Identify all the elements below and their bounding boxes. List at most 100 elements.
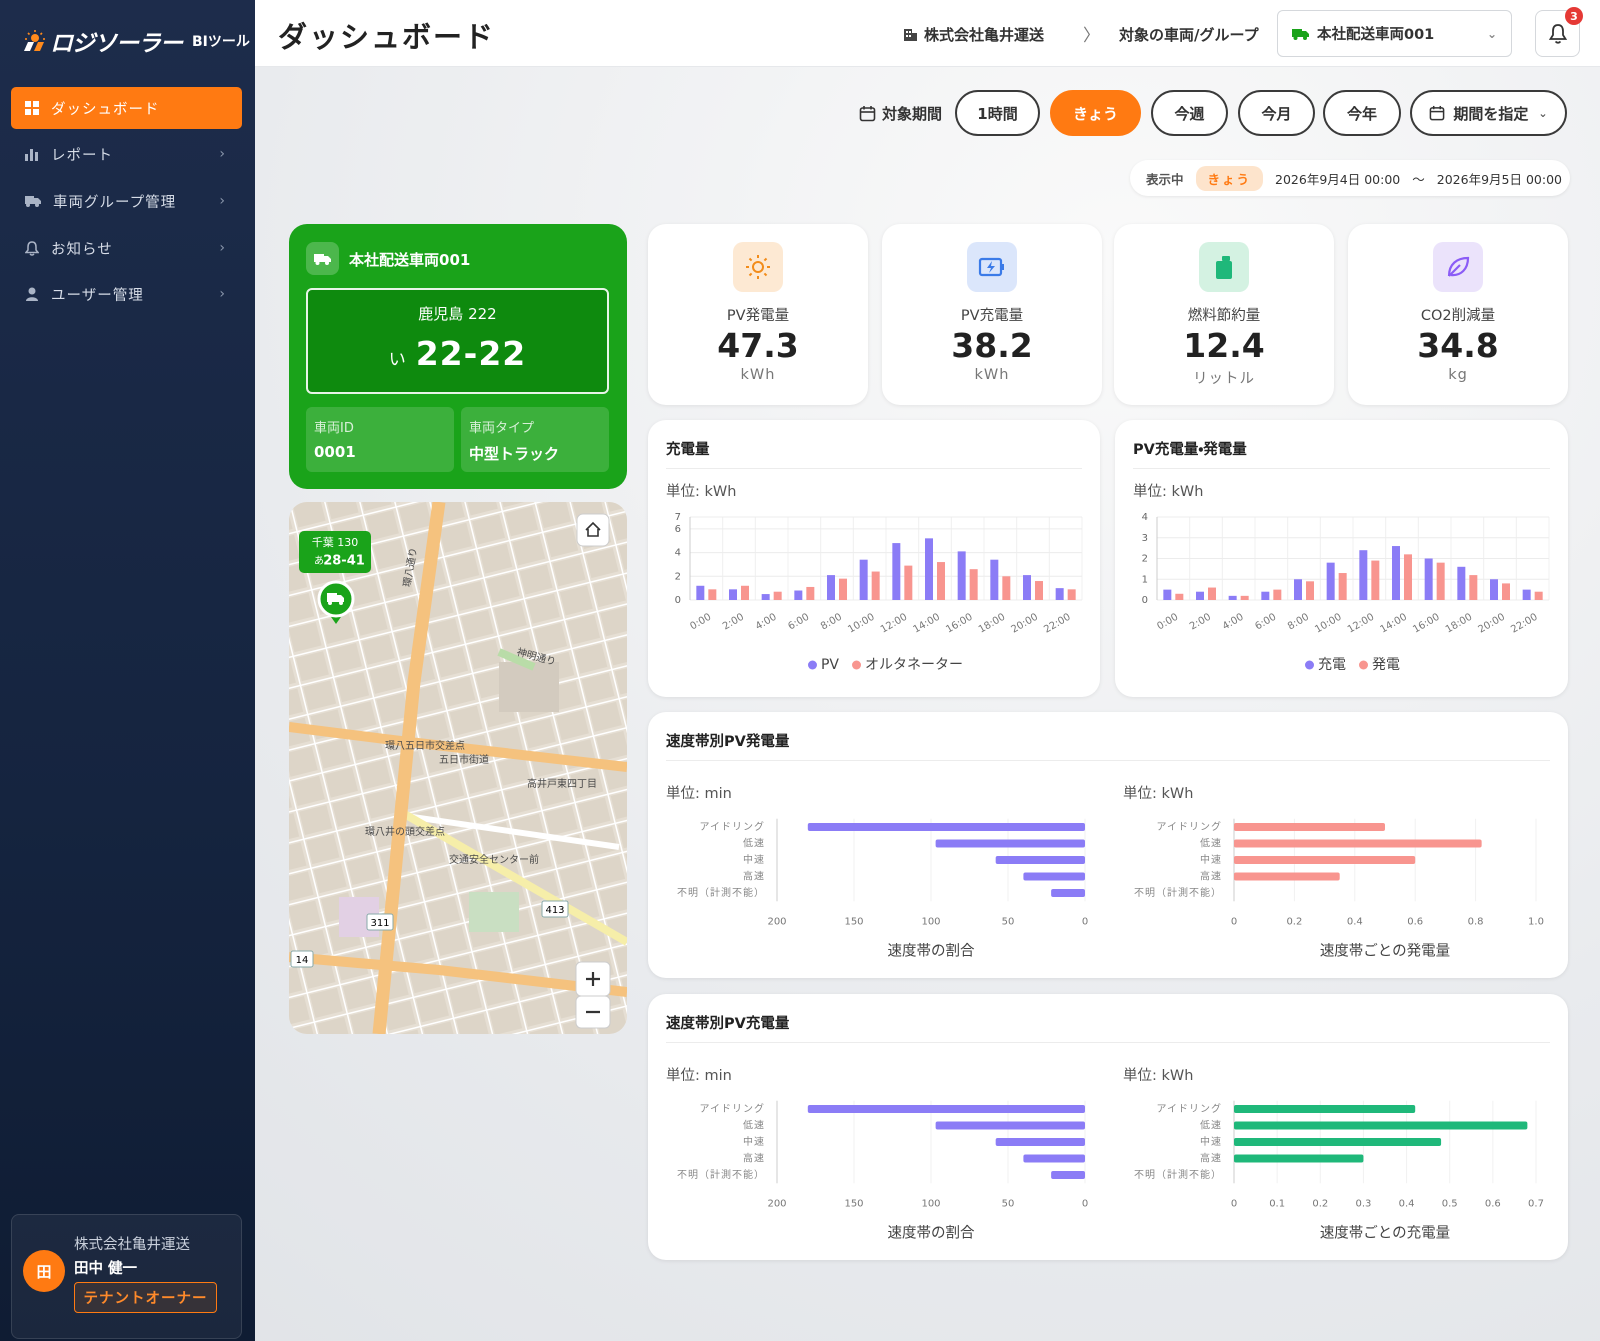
- menu-icon: [25, 240, 39, 256]
- y-tick-label: 中速: [1200, 853, 1222, 866]
- route-number: 311: [370, 918, 389, 929]
- period-button[interactable]: 今年: [1323, 90, 1401, 136]
- x-tick-label: 6:00: [1253, 612, 1278, 633]
- map-label: 五日市街道: [439, 753, 489, 766]
- menu-item[interactable]: ダッシュボード: [11, 87, 242, 129]
- bar: [741, 585, 749, 600]
- bar: [859, 559, 868, 600]
- company[interactable]: 株式会社亀井運送: [903, 24, 1044, 45]
- plate-number-row: い 22-22: [308, 334, 607, 373]
- x-tick-label: 100: [921, 1198, 940, 1209]
- user-box[interactable]: 田 株式会社亀井運送 田中 健一 テナントオーナー: [11, 1214, 242, 1339]
- unit-label: 単位: min: [666, 785, 732, 802]
- map-label: 環八五日市交差点: [385, 739, 465, 752]
- bar: [696, 585, 705, 600]
- y-tick-label: 2: [1142, 554, 1148, 565]
- bar: [904, 565, 913, 600]
- menu-label: ダッシュボード: [51, 101, 160, 118]
- bar: [1234, 1121, 1528, 1130]
- x-tick-label: 18:00: [977, 612, 1007, 636]
- bell-icon: [1548, 23, 1567, 44]
- kpi-label: PV発電量: [726, 308, 790, 324]
- bar: [839, 578, 847, 600]
- bar: [1234, 839, 1482, 848]
- period-button[interactable]: きょう: [1050, 90, 1141, 136]
- logo[interactable]: ロジソーラー BIツール: [22, 24, 250, 58]
- bar: [1208, 587, 1216, 600]
- unit-label: 単位: kWh: [1123, 1067, 1193, 1084]
- divider: [666, 468, 1082, 469]
- kpi-unit: kg: [1448, 367, 1468, 383]
- bar: [1196, 591, 1204, 600]
- kpi-card: PV充電量 38.2 kWh: [882, 224, 1102, 405]
- bar: [995, 856, 1085, 864]
- bar: [1051, 1171, 1085, 1179]
- bar: [807, 1105, 1085, 1113]
- chart-panel: 充電量 単位: kWh 0 2 4 6 7 0:00 2:00 4:00 6:00 8:00 10:00…: [648, 420, 1100, 697]
- x-tick-label: 18:00: [1444, 612, 1474, 636]
- x-tick-label: 0.2: [1286, 916, 1302, 927]
- x-tick-label: 50: [1002, 916, 1015, 927]
- x-tick-label: 20:00: [1010, 612, 1040, 636]
- period-button[interactable]: 今月: [1238, 90, 1315, 136]
- custom-period-button[interactable]: 期間を指定 ⌄: [1410, 90, 1567, 136]
- legend-item: 発電: [1359, 657, 1400, 673]
- period-button[interactable]: 1時間: [955, 90, 1040, 136]
- vehicle-icon: [306, 242, 339, 275]
- map-zoom-out[interactable]: [575, 995, 611, 1029]
- y-tick-label: 0: [675, 595, 681, 606]
- chart-panel: PV充電量・発電量 単位: kWh 0 1 2 3 4 0:00 2:00 4:00 6:00 8:0…: [1115, 420, 1568, 697]
- x-tick-label: 10:00: [846, 612, 876, 636]
- divider: [666, 1042, 1550, 1043]
- legend-label: 発電: [1372, 657, 1400, 673]
- header: ダッシュボード 株式会社亀井運送 〉 対象の車両/グループ 本社配送車両001 …: [255, 0, 1600, 67]
- x-tick-label: 4:00: [1221, 612, 1246, 633]
- field-value: 中型トラック: [469, 445, 560, 463]
- menu-item[interactable]: ユーザー管理 ›: [11, 273, 242, 315]
- menu-item[interactable]: レポート ›: [11, 133, 242, 175]
- legend-label: 充電: [1318, 657, 1346, 673]
- x-tick-label: 10:00: [1313, 612, 1343, 636]
- bar: [1234, 1154, 1364, 1163]
- menu-label: レポート: [51, 147, 113, 164]
- display-range: 表示中 きょう 2026年9月4日 00:00 〜 2026年9月5日 00:0…: [1130, 160, 1570, 196]
- menu-label: お知らせ: [51, 241, 113, 258]
- bar: [1240, 595, 1249, 600]
- truck-icon: [1292, 28, 1309, 40]
- map-main-road: [289, 952, 627, 997]
- bar: [925, 538, 933, 600]
- chart-panel: 速度帯別PV発電量 単位: min 200 150 100 50 0 アイドリング 低速 中速 高速…: [648, 712, 1568, 978]
- bar: [773, 591, 782, 600]
- bar: [729, 589, 737, 600]
- x-axis-title: 速度帯ごとの充電量: [1320, 1224, 1450, 1241]
- bar: [1261, 591, 1270, 600]
- map-park: [469, 892, 519, 932]
- notification-button[interactable]: 3: [1535, 7, 1583, 57]
- map-home-button[interactable]: [576, 513, 610, 547]
- vehicle-marker[interactable]: 千葉 130 あ 28-41: [299, 531, 371, 624]
- period-button[interactable]: 今週: [1151, 90, 1228, 136]
- kpi-value: 34.8: [1417, 326, 1499, 365]
- menu-item[interactable]: お知らせ ›: [11, 227, 242, 269]
- x-tick-label: 0: [1231, 1198, 1237, 1209]
- logo-sub: BIツール: [192, 34, 250, 50]
- bar: [1023, 575, 1031, 600]
- bar: [935, 1121, 1085, 1130]
- vehicle-select[interactable]: 本社配送車両001 ⌄: [1277, 10, 1512, 57]
- legend-swatch: [852, 660, 862, 670]
- calendar-icon: [1430, 105, 1445, 121]
- map-zoom-in[interactable]: [575, 961, 611, 997]
- menu-item[interactable]: 車両グループ管理 ›: [11, 180, 242, 222]
- x-tick-label: 20:00: [1477, 612, 1507, 636]
- bar: [1067, 589, 1076, 600]
- x-tick-label: 0.7: [1528, 1198, 1544, 1209]
- kpi-value: 38.2: [951, 326, 1033, 365]
- y-tick-label: アイドリング: [700, 820, 766, 833]
- bar: [1338, 573, 1347, 600]
- x-axis-title: 速度帯の割合: [888, 942, 975, 959]
- y-tick-label: 高速: [1200, 870, 1222, 883]
- logo-icon: [24, 30, 45, 51]
- map[interactable]: 環八通り 神明通り 高井戸東四丁目 五日市街道 環八五日市交差点 環八井の頭交差…: [289, 502, 627, 1034]
